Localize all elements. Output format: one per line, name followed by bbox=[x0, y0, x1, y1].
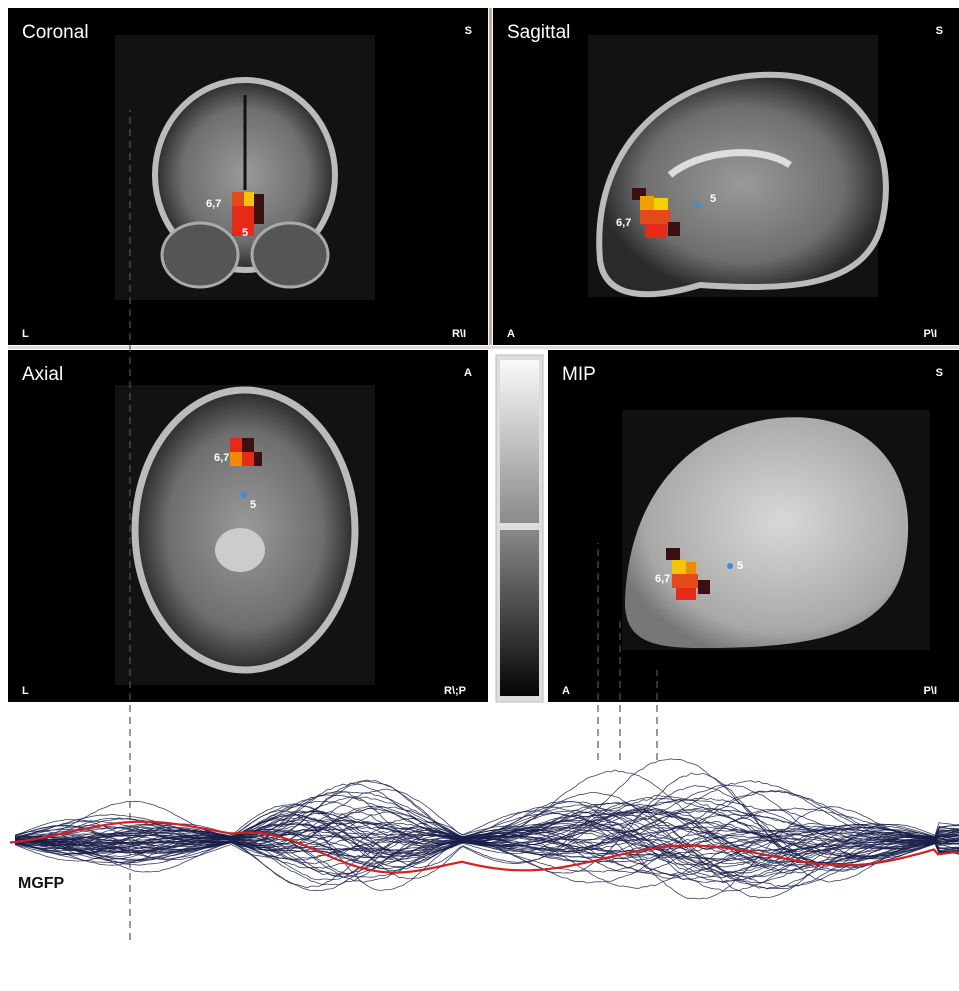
panel-title: Coronal bbox=[22, 22, 89, 43]
orientation-label: A bbox=[562, 685, 570, 697]
source-label: 5 bbox=[250, 499, 256, 511]
orbit bbox=[252, 223, 328, 287]
source-label: 5 bbox=[737, 560, 743, 572]
source-label: 6,7 bbox=[214, 452, 229, 464]
trace-label: MGFP bbox=[18, 875, 65, 892]
panel-title: Sagittal bbox=[507, 22, 570, 43]
source-label: 6,7 bbox=[206, 198, 221, 210]
colorbar bbox=[500, 360, 539, 523]
orientation-label: L bbox=[22, 328, 29, 340]
orientation-label: A bbox=[464, 367, 472, 379]
orientation-label: S bbox=[936, 25, 943, 37]
dipole bbox=[727, 563, 733, 569]
dipole bbox=[241, 492, 247, 498]
orientation-label: S bbox=[936, 367, 943, 379]
orientation-label: R\I bbox=[452, 328, 466, 340]
eeg-trace bbox=[15, 759, 959, 879]
source-label: 5 bbox=[710, 193, 716, 205]
brainstem bbox=[215, 528, 265, 572]
source-label: 6,7 bbox=[616, 217, 631, 229]
source-label: 6,7 bbox=[655, 573, 670, 585]
colorbar bbox=[500, 530, 539, 696]
orientation-label: P\I bbox=[924, 685, 937, 697]
orientation-label: A bbox=[507, 328, 515, 340]
orientation-label: S bbox=[465, 25, 472, 37]
figure: Coronal S L R\I 6,7 5 Sagittal S A P\I 6,7 5 Axial A L… bbox=[0, 0, 959, 991]
panel-title: MIP bbox=[562, 364, 596, 385]
orientation-label: P\I bbox=[924, 328, 937, 340]
orientation-label: L bbox=[22, 685, 29, 697]
source-label: 5 bbox=[242, 227, 248, 239]
dipole bbox=[695, 202, 701, 208]
panel-title: Axial bbox=[22, 364, 63, 385]
orbit bbox=[162, 223, 238, 287]
orientation-label: R\;P bbox=[444, 685, 466, 697]
time-label: 432 ms bbox=[920, 0, 959, 4]
